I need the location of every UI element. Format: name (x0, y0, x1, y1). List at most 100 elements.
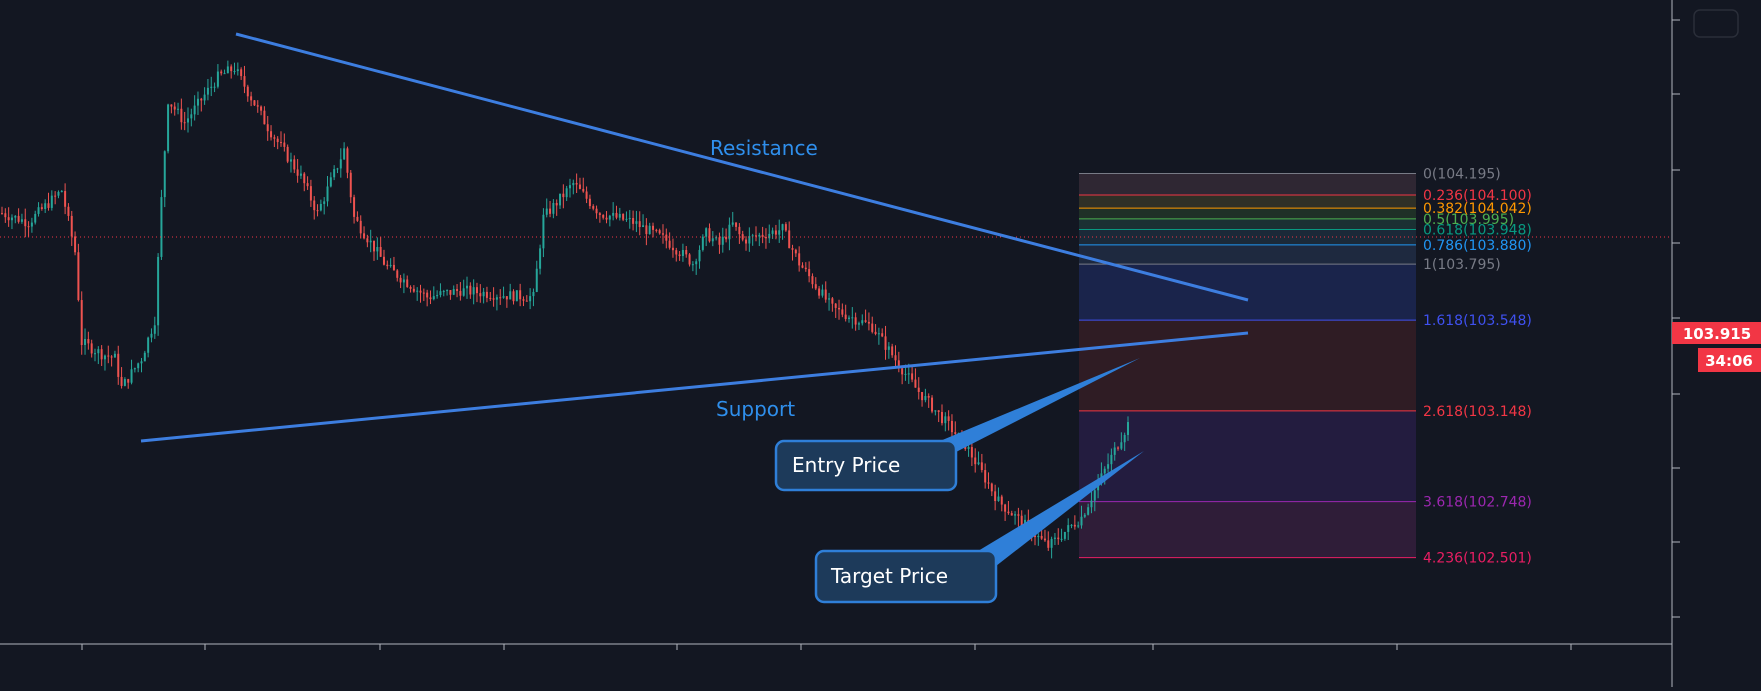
fib-level-label: 3.618(102.748) (1423, 495, 1532, 511)
candle-body (1017, 514, 1020, 516)
candle-body (768, 233, 771, 239)
candle-body (778, 230, 781, 235)
candle-body (602, 214, 605, 218)
candle-body (731, 222, 734, 225)
candles-layer (1, 60, 1129, 559)
candle-body (1103, 468, 1106, 474)
candle-body (847, 317, 850, 319)
candle-body (695, 261, 698, 265)
candle-body (904, 373, 907, 375)
candle-body (675, 250, 678, 255)
candle-body (1043, 538, 1046, 541)
candle-body (864, 320, 867, 322)
candle-body (117, 353, 120, 377)
candle-body (143, 352, 146, 362)
fib-retracement-zones (1079, 173, 1416, 558)
candle-body (130, 369, 133, 383)
fib-zone (1079, 501, 1416, 558)
target-callout-box (814, 549, 998, 604)
candle-body (1123, 434, 1126, 443)
candle-body (120, 376, 123, 386)
candle-body (4, 213, 7, 218)
candle-body (721, 236, 724, 245)
candle-body (379, 247, 382, 257)
candle-body (289, 159, 292, 162)
candle-body (711, 238, 714, 242)
candle-body (622, 213, 625, 220)
candle-body (1080, 516, 1083, 526)
candle-body (123, 379, 126, 386)
price-axis-settings-button[interactable] (1693, 9, 1739, 38)
candle-body (163, 151, 166, 198)
candle-body (256, 105, 259, 107)
candle-body (17, 215, 20, 222)
fib-level-label: 1.618(103.548) (1423, 313, 1532, 329)
candle-body (967, 447, 970, 449)
candle-body (426, 292, 429, 298)
candle-body (735, 222, 738, 227)
countdown-badge: 34:06 (1698, 348, 1761, 372)
candle-body (940, 411, 943, 424)
candle-body (1010, 513, 1013, 516)
candle-body (804, 267, 807, 270)
candle-body (754, 235, 757, 237)
candle-body (1087, 507, 1090, 515)
candle-body (612, 212, 615, 216)
candle-body (286, 146, 289, 162)
candle-body (665, 234, 668, 241)
entry-callout-pointer (940, 358, 1140, 452)
candle-body (950, 420, 953, 433)
candle-body (449, 290, 452, 295)
candle-body (861, 320, 864, 324)
fib-zone (1079, 410, 1416, 502)
candle-body (585, 191, 588, 199)
candle-body (37, 207, 40, 214)
candle-body (94, 353, 97, 355)
candle-body (246, 86, 249, 97)
candle-body (751, 235, 754, 237)
candle-body (874, 331, 877, 334)
target-price-callout[interactable]: Target Price (814, 451, 1144, 604)
candle-body (495, 297, 498, 300)
candle-body (276, 138, 279, 143)
candle-body (236, 69, 239, 72)
candle-body (462, 288, 465, 296)
candle-body (1117, 447, 1120, 449)
candle-body (738, 226, 741, 235)
fib-zone (1079, 229, 1416, 245)
candle-body (113, 353, 116, 358)
fib-level-label: 0.786(103.880) (1423, 238, 1532, 254)
candle-body (349, 172, 352, 198)
candle-body (442, 291, 445, 293)
candle-body (980, 462, 983, 471)
price-axis[interactable]: 103.915 34:06 (1671, 0, 1761, 687)
time-axis[interactable] (0, 643, 1672, 650)
candle-body (266, 124, 269, 132)
candle-body (1077, 525, 1080, 527)
candle-body (270, 131, 273, 138)
candle-body (346, 148, 349, 173)
fib-level-label: 0.618(103.948) (1423, 222, 1532, 238)
candle-body (562, 193, 565, 198)
resistance-line[interactable] (235, 32, 1249, 302)
support-line[interactable] (140, 331, 1249, 443)
candle-body (193, 105, 196, 115)
candle-body (1, 213, 3, 215)
candle-body (934, 410, 937, 412)
candle-body (592, 206, 595, 209)
candle-body (907, 373, 910, 375)
candle-body (10, 217, 13, 221)
candle-body (887, 346, 890, 350)
candle-body (984, 470, 987, 483)
candle-body (1020, 515, 1023, 527)
candle-body (183, 122, 186, 124)
candle-body (220, 71, 223, 74)
entry-price-callout[interactable]: Entry Price (774, 358, 1140, 492)
candle-body (173, 106, 176, 110)
candle-body (877, 333, 880, 335)
candle-body (1057, 537, 1060, 540)
candle-body (522, 299, 525, 301)
candle-body (1063, 531, 1066, 539)
